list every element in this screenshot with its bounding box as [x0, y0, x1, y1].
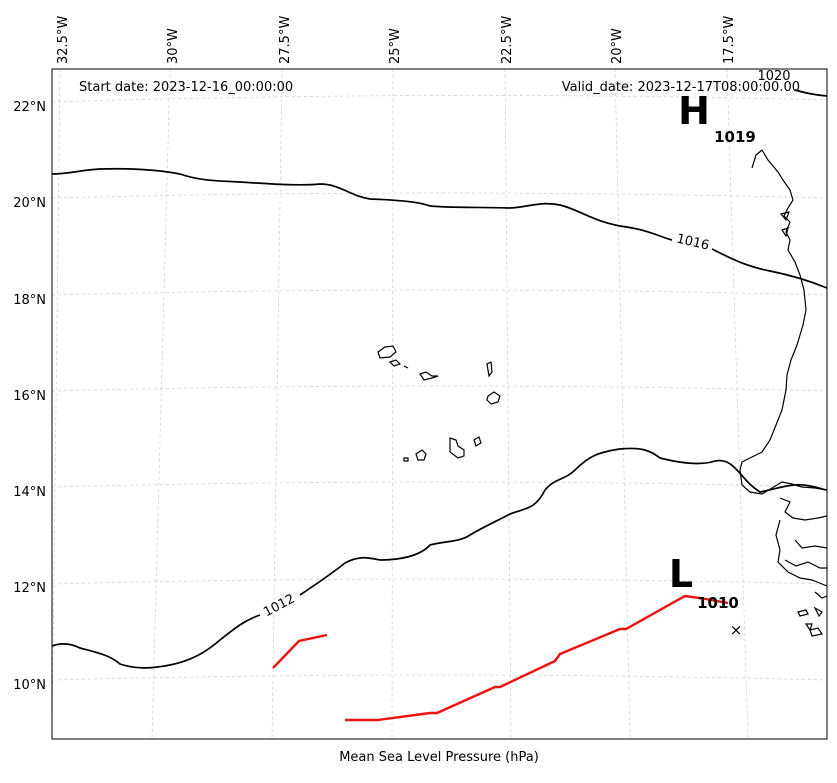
- lat-label: 10°N: [13, 678, 46, 693]
- storm-track: [272, 594, 729, 722]
- isobar-label: 1016: [675, 232, 711, 254]
- isobar-label: 1020: [757, 69, 790, 84]
- longitude-labels: 32.5°W 30°W 27.5°W 25°W 22.5°W 20°W 17.5…: [56, 16, 737, 64]
- map-frame: [51, 68, 828, 740]
- lat-label: 14°N: [13, 485, 46, 500]
- track-segment: [345, 594, 729, 722]
- lon-label: 17.5°W: [722, 16, 737, 64]
- low-pressure-value: 1010: [697, 594, 739, 612]
- high-pressure-value: 1019: [714, 128, 756, 146]
- high-pressure-letter: H: [678, 89, 710, 133]
- lon-label: 20°W: [610, 28, 625, 64]
- lat-label: 22°N: [13, 100, 46, 115]
- lon-label: 25°W: [388, 28, 403, 64]
- cross-marker: ×: [730, 621, 743, 639]
- track-segment: [272, 633, 328, 669]
- map-caption: Mean Sea Level Pressure (hPa): [339, 750, 539, 765]
- isobar-1016: [52, 167, 827, 289]
- graticule: [52, 69, 827, 739]
- lon-label: 27.5°W: [278, 16, 293, 64]
- coastline: [377, 149, 827, 637]
- latitude-labels: 22°N 20°N 18°N 16°N 14°N 12°N 10°N: [13, 100, 46, 693]
- start-date: Start date: 2023-12-16_00:00:00: [79, 80, 293, 95]
- lat-label: 12°N: [13, 581, 46, 596]
- lon-label: 32.5°W: [56, 16, 71, 64]
- lat-label: 18°N: [13, 293, 46, 308]
- valid-date: Valid_date: 2023-12-17T08:00:00.00: [562, 80, 800, 95]
- isobar-1012: [52, 447, 827, 669]
- lat-label: 20°N: [13, 196, 46, 211]
- low-pressure-letter: L: [669, 552, 693, 596]
- isobars: [52, 89, 827, 669]
- isobar-1020: [794, 89, 827, 97]
- lon-label: 30°W: [166, 28, 181, 64]
- lat-label: 16°N: [13, 389, 46, 404]
- map-panel: [52, 69, 827, 739]
- lon-label: 22.5°W: [500, 16, 515, 64]
